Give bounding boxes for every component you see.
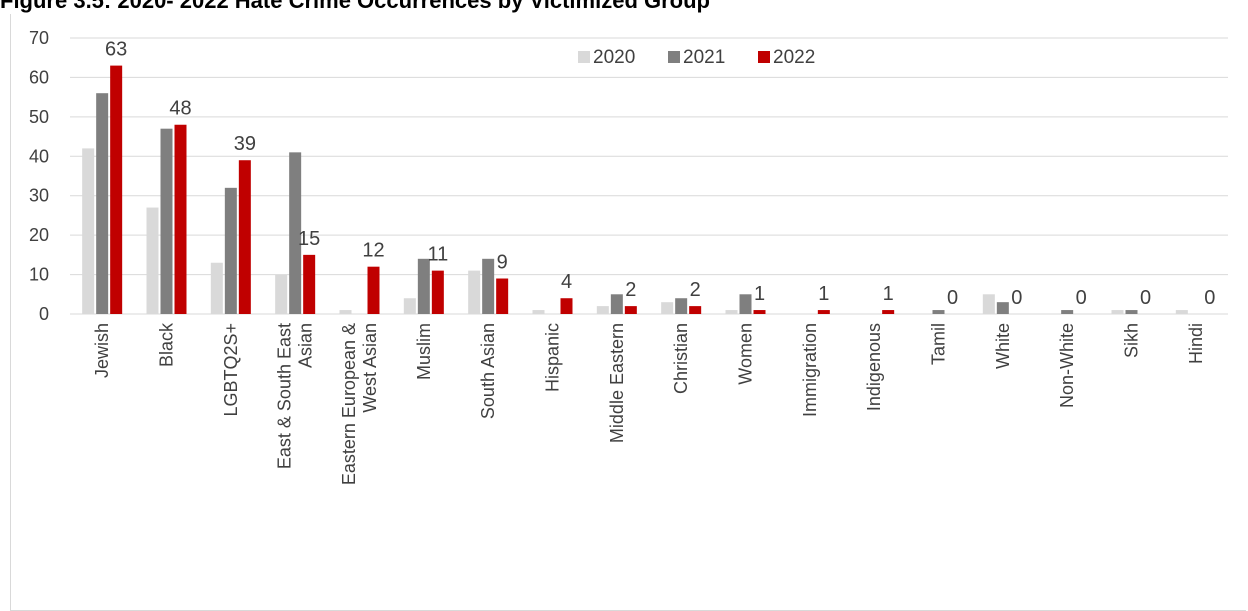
x-tick-label: White: [993, 323, 1013, 369]
bar-2020: [468, 270, 481, 314]
x-tick-label: Hispanic: [543, 323, 563, 392]
x-tick-label: Indigenous: [864, 323, 884, 411]
data-label: 1: [754, 283, 765, 305]
x-tick-label: Jewish: [92, 323, 112, 378]
bar-2020: [661, 302, 674, 314]
y-tick-label: 30: [29, 186, 49, 206]
legend-swatch-2021: [668, 51, 680, 63]
data-label: 11: [427, 244, 448, 266]
y-tick-label: 20: [29, 225, 49, 245]
bar-2021: [932, 310, 945, 314]
x-tick-label: Women: [736, 323, 756, 385]
bar-2020: [82, 148, 95, 314]
bar-2020: [982, 294, 995, 314]
data-label: 15: [298, 228, 320, 250]
x-tick-label: Muslim: [414, 323, 434, 380]
bar-2021: [482, 258, 495, 314]
data-label: 1: [883, 283, 894, 305]
bar-2020: [275, 274, 288, 314]
x-tick-label: South Asian: [478, 323, 498, 419]
bar-2021: [996, 302, 1009, 314]
bar-2020: [146, 207, 159, 314]
bar-2020: [339, 310, 352, 314]
bar-2021: [417, 258, 430, 314]
x-tick-label: Middle Eastern: [607, 323, 627, 443]
y-tick-label: 60: [29, 67, 49, 87]
bar-2022: [753, 310, 766, 314]
legend-label: 2022: [773, 47, 815, 68]
bar-2022: [303, 254, 316, 314]
bar-2021: [289, 152, 302, 314]
bar-2022: [624, 306, 637, 314]
x-tick-label: Eastern European &: [339, 323, 359, 485]
legend-swatch-2022: [758, 51, 770, 63]
legend-swatch-2020: [578, 51, 590, 63]
x-tick-label: Non-White: [1057, 323, 1077, 408]
bar-2022: [431, 270, 444, 314]
bar-2022: [689, 306, 702, 314]
y-tick-label: 50: [29, 107, 49, 127]
x-tick-label: Asian: [296, 323, 316, 368]
bar-2021: [610, 294, 623, 314]
bar-2022: [560, 298, 573, 314]
data-label: 4: [561, 271, 572, 293]
bar-2021: [675, 298, 688, 314]
x-tick-label: East & South East: [275, 323, 295, 469]
bar-2022: [367, 266, 380, 314]
data-label: 0: [1140, 287, 1151, 309]
bar-2021: [224, 187, 237, 314]
data-label: 2: [625, 279, 636, 301]
bar-2022: [882, 310, 895, 314]
data-label: 2: [690, 279, 701, 301]
bar-2022: [238, 160, 251, 314]
x-tick-label: Hindi: [1186, 323, 1206, 364]
data-label: 39: [234, 133, 256, 155]
x-tick-label: Tamil: [929, 323, 949, 365]
bar-2021: [160, 128, 173, 314]
bar-2020: [1111, 310, 1124, 314]
data-label: 0: [1204, 287, 1215, 309]
bar-2021: [96, 93, 109, 314]
y-tick-label: 40: [29, 146, 49, 166]
bar-2022: [174, 124, 187, 314]
chart-title: Figure 3.5: 2020- 2022 Hate Crime Occurr…: [0, 0, 710, 13]
x-tick-label: West Asian: [360, 323, 380, 413]
y-tick-label: 70: [29, 28, 49, 48]
x-tick-label: Immigration: [800, 323, 820, 417]
data-label: 0: [1011, 287, 1022, 309]
bar-2022: [496, 278, 509, 314]
bar-2020: [210, 262, 223, 314]
bar-2021: [1125, 310, 1138, 314]
x-tick-label: Christian: [671, 323, 691, 394]
x-tick-label: Sikh: [1122, 323, 1142, 358]
bar-2020: [532, 310, 545, 314]
data-label: 12: [362, 240, 384, 262]
y-tick-label: 10: [29, 265, 49, 285]
data-label: 63: [105, 39, 127, 61]
bar-2020: [725, 310, 738, 314]
bar-2020: [1175, 310, 1188, 314]
bar-2022: [817, 310, 830, 314]
y-tick-label: 0: [39, 304, 49, 324]
data-label: 9: [497, 252, 508, 274]
legend-label: 2021: [683, 47, 725, 68]
bar-2022: [110, 65, 123, 314]
data-label: 1: [818, 283, 829, 305]
bar-2021: [739, 294, 752, 314]
bar-2021: [1061, 310, 1074, 314]
x-tick-label: Black: [157, 322, 177, 367]
data-label: 0: [947, 287, 958, 309]
bar-2020: [596, 306, 609, 314]
data-label: 0: [1076, 287, 1087, 309]
data-label: 48: [169, 98, 191, 120]
bar-2020: [403, 298, 416, 314]
legend-label: 2020: [593, 47, 635, 68]
x-tick-label: LGBTQ2S+: [221, 323, 241, 417]
